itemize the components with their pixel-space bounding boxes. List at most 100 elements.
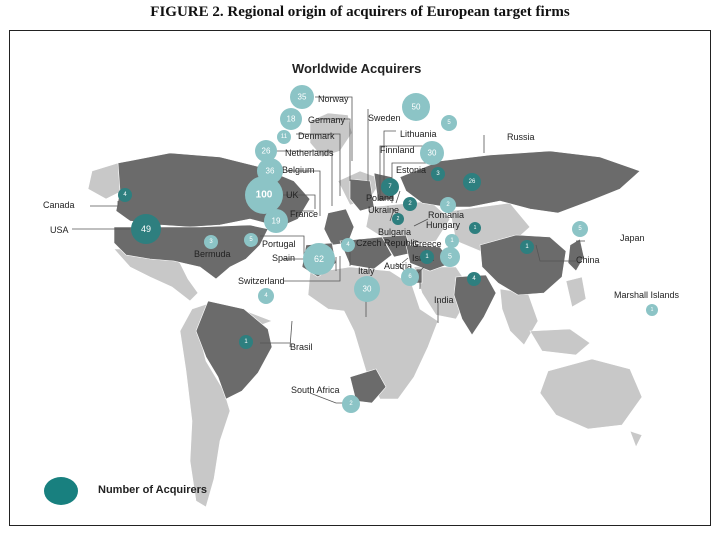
label-russia: Russia (507, 132, 535, 142)
svg-text:4: 4 (264, 293, 268, 299)
svg-text:5: 5 (249, 237, 253, 243)
acquirer-bubbles: 35 18 11 26 36 100 19 5 62 4 30 50 5 30 … (118, 85, 658, 413)
svg-text:1: 1 (525, 244, 529, 250)
svg-text:1: 1 (474, 225, 477, 231)
bubble-poland: 7 (381, 178, 399, 196)
svg-text:4: 4 (346, 242, 350, 248)
svg-text:3: 3 (209, 239, 213, 245)
bubble-south-africa: 2 (342, 395, 360, 413)
svg-text:1: 1 (425, 254, 429, 260)
bubble-norway: 35 (290, 85, 314, 109)
bubble-bermuda: 3 (204, 235, 218, 249)
bubble-china: 1 (520, 240, 534, 254)
bubble-india: 4 (467, 272, 481, 286)
map-title: Worldwide Acquirers (292, 61, 422, 76)
label-netherlands: Netherlands (285, 148, 334, 158)
label-france: France (290, 209, 318, 219)
bubble-sweden: 50 (402, 93, 430, 121)
label-bermuda: Bermuda (194, 249, 231, 259)
bubble-ukraine: 2 (403, 197, 417, 211)
label-ukraine: Ukraine (368, 205, 399, 215)
figure-title: FIGURE 2. Regional origin of acquirers o… (150, 4, 570, 20)
svg-text:50: 50 (412, 103, 421, 112)
bubble-bulgaria: 1 (469, 222, 481, 234)
bubble-finnland: 30 (420, 141, 444, 165)
bubble-russia: 26 (463, 173, 481, 191)
label-lithuania: Lithuania (400, 129, 437, 139)
bubble-uk: 100 (245, 176, 283, 214)
bubble-turkey: 1 (445, 234, 459, 248)
svg-text:49: 49 (141, 224, 151, 234)
label-brasil: Brasil (290, 342, 313, 352)
bubble-romania: 2 (440, 197, 456, 213)
label-china: China (576, 255, 600, 265)
svg-text:5: 5 (578, 226, 582, 232)
bubble-usa: 49 (131, 214, 161, 244)
svg-text:5: 5 (447, 120, 451, 126)
leader-lines (72, 96, 585, 404)
label-greece: Greece (412, 239, 442, 249)
label-canada: Canada (43, 200, 75, 210)
bubble-austria: 6 (401, 268, 419, 286)
label-switzerland: Switzerland (238, 276, 285, 286)
svg-text:30: 30 (363, 285, 372, 294)
bubble-france: 19 (264, 209, 288, 233)
bubble-marshall: 1 (646, 304, 658, 316)
svg-text:1: 1 (651, 307, 654, 313)
label-india: India (434, 295, 454, 305)
bubble-netherlands: 26 (255, 140, 277, 162)
svg-text:1: 1 (450, 238, 454, 244)
svg-text:4: 4 (123, 192, 127, 198)
bubble-greece-dark: 1 (420, 250, 434, 264)
bubble-hungary: 2 (392, 213, 404, 225)
label-south-africa: South Africa (291, 385, 340, 395)
svg-text:7: 7 (388, 184, 392, 190)
bubble-spain: 62 (303, 243, 335, 275)
label-czech: Czech Republic (356, 238, 420, 248)
bubble-israel: 5 (440, 247, 460, 267)
svg-text:26: 26 (469, 179, 476, 185)
bubble-germany: 18 (280, 108, 302, 130)
bubble-lithuania: 5 (441, 115, 457, 131)
bubble-brasil: 1 (239, 335, 253, 349)
label-germany: Germany (308, 115, 346, 125)
svg-text:62: 62 (314, 254, 324, 264)
svg-text:2: 2 (349, 401, 353, 407)
label-norway: Norway (318, 94, 349, 104)
label-marshall-islands: Marshall Islands (614, 290, 680, 300)
label-usa: USA (50, 225, 69, 235)
bubble-estonia: 3 (431, 167, 445, 181)
label-japan: Japan (620, 233, 645, 243)
label-sweden: Sweden (368, 113, 401, 123)
svg-text:3: 3 (436, 171, 440, 177)
legend (44, 477, 78, 505)
svg-text:35: 35 (298, 93, 307, 102)
label-finnland: Finnland (380, 145, 415, 155)
label-belgium: Belgium (282, 165, 315, 175)
bubble-japan: 5 (572, 221, 588, 237)
svg-text:2: 2 (446, 202, 450, 208)
bubble-italy: 30 (354, 276, 380, 302)
svg-text:100: 100 (256, 190, 273, 201)
world-map: Norway Germany Denmark Netherlands Belgi… (43, 85, 680, 508)
svg-text:11: 11 (281, 134, 288, 140)
svg-text:2: 2 (397, 216, 400, 222)
label-poland: Poland (366, 193, 394, 203)
bubble-czech: 4 (341, 238, 355, 252)
map-frame: Worldwide Acquirers (9, 30, 711, 526)
svg-text:4: 4 (472, 276, 476, 282)
label-uk: UK (286, 190, 299, 200)
label-italy: Italy (358, 266, 375, 276)
label-romania: Romania (428, 210, 464, 220)
label-bulgaria: Bulgaria (378, 227, 411, 237)
legend-label: Number of Acquirers (98, 484, 208, 496)
label-hungary: Hungary (426, 220, 461, 230)
legend-swatch (44, 477, 78, 505)
label-portugal: Portugal (262, 239, 296, 249)
svg-text:30: 30 (428, 149, 437, 158)
svg-text:2: 2 (408, 201, 412, 207)
svg-text:5: 5 (448, 254, 452, 261)
label-austria: Austria (384, 261, 412, 271)
label-estonia: Estonia (396, 165, 426, 175)
svg-text:36: 36 (266, 167, 275, 176)
